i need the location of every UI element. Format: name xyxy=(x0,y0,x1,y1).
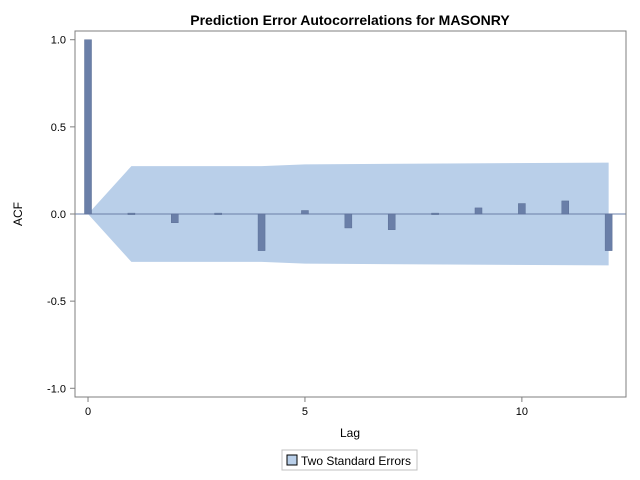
y-tick-label: -0.5 xyxy=(47,296,66,308)
acf-bar-lag-0 xyxy=(84,39,92,215)
acf-bar-lag-4 xyxy=(257,213,266,251)
x-axis-ticks: 0 5 10 xyxy=(85,397,528,418)
acf-bar-lag-1 xyxy=(127,212,136,215)
y-tick-label: 0.0 xyxy=(51,209,66,221)
acf-bar-lag-10 xyxy=(518,203,526,215)
acf-bar-lag-12 xyxy=(604,213,613,251)
legend-swatch xyxy=(286,454,298,466)
y-tick-label: 1.0 xyxy=(51,35,66,47)
acf-bar-lag-7 xyxy=(387,213,396,230)
y-axis-label: ACF xyxy=(11,202,25,226)
chart-title: Prediction Error Autocorrelations for MA… xyxy=(190,12,510,28)
y-tick-label: -1.0 xyxy=(47,383,66,395)
legend-label: Two Standard Errors xyxy=(301,454,411,468)
acf-bar-lag-5 xyxy=(301,210,309,215)
x-tick-label: 5 xyxy=(302,406,308,418)
legend: Two Standard Errors xyxy=(281,449,418,471)
legend-frame xyxy=(281,449,418,471)
acf-bar-lag-9 xyxy=(474,207,483,215)
x-tick-label: 10 xyxy=(516,406,528,418)
acf-bar-lag-3 xyxy=(214,212,222,215)
x-axis-label: Lag xyxy=(340,426,360,440)
x-tick-label: 0 xyxy=(85,406,91,418)
y-axis-ticks: 1.0 0.5 0.0 -0.5 -1.0 xyxy=(47,35,75,395)
acf-bars xyxy=(84,39,613,251)
acf-bar-lag-8 xyxy=(431,212,439,215)
acf-bar-lag-11 xyxy=(561,200,570,215)
y-tick-label: 0.5 xyxy=(51,122,66,134)
acf-bar-lag-6 xyxy=(344,213,353,229)
acf-bar-lag-2 xyxy=(171,213,179,223)
